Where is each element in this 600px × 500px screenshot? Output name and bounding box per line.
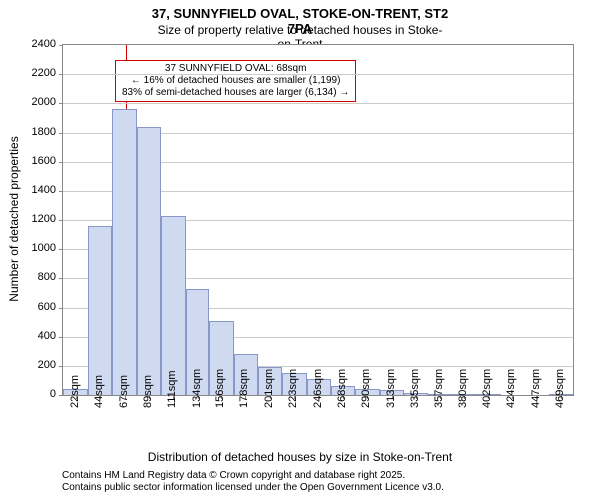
gridline [63, 74, 573, 75]
gridline [63, 103, 573, 104]
y-tick-label: 600 [0, 301, 56, 313]
y-tick-label: 1800 [0, 126, 56, 138]
annotation-box: 37 SUNNYFIELD OVAL: 68sqm ← 16% of detac… [115, 60, 356, 102]
histogram-bar [137, 127, 161, 395]
footer-line-1: Contains HM Land Registry data © Crown c… [62, 470, 444, 482]
annotation-line-2: ← 16% of detached houses are smaller (1,… [122, 75, 349, 87]
histogram-bar [88, 226, 112, 395]
y-tick-label: 1600 [0, 155, 56, 167]
y-tick-label: 800 [0, 271, 56, 283]
x-axis-label: Distribution of detached houses by size … [148, 450, 452, 464]
y-tick-label: 200 [0, 359, 56, 371]
plot-area: 37 SUNNYFIELD OVAL: 68sqm ← 16% of detac… [62, 44, 574, 396]
y-tick-label: 2400 [0, 38, 56, 50]
y-tick-label: 400 [0, 330, 56, 342]
y-tick-label: 2200 [0, 67, 56, 79]
annotation-line-3: 83% of semi-detached houses are larger (… [122, 87, 349, 99]
y-tick-label: 1000 [0, 242, 56, 254]
histogram-bar [161, 216, 186, 395]
footer-line-2: Contains public sector information licen… [62, 482, 444, 494]
y-tick-label: 0 [0, 388, 56, 400]
footer-text: Contains HM Land Registry data © Crown c… [62, 470, 444, 494]
y-tick-label: 1200 [0, 213, 56, 225]
chart-container: 37, SUNNYFIELD OVAL, STOKE-ON-TRENT, ST2… [0, 0, 600, 500]
y-tick-label: 2000 [0, 96, 56, 108]
y-tick-label: 1400 [0, 184, 56, 196]
histogram-bar [112, 109, 137, 395]
